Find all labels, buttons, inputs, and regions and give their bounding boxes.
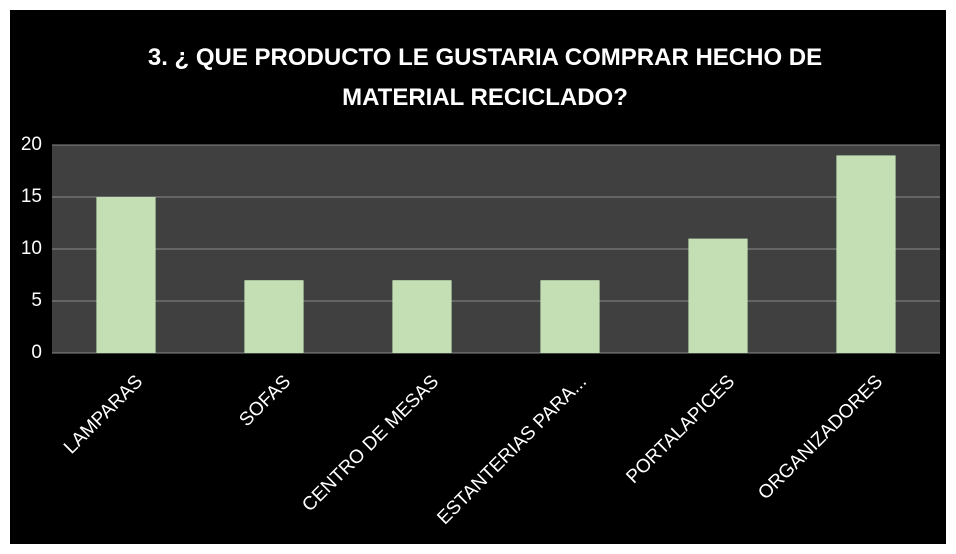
bar: [688, 238, 748, 353]
bar: [540, 280, 600, 353]
x-tick-label: CENTRO DE MESAS: [298, 371, 443, 516]
x-tick-label: ORGANIZADORES: [754, 371, 887, 504]
bar: [392, 280, 452, 353]
bar: [96, 197, 156, 353]
x-tick-label: PORTALAPICES: [622, 371, 739, 488]
y-tick-label: 10: [21, 238, 42, 259]
y-tick-label: 0: [31, 342, 42, 363]
chart-title: 3. ¿ QUE PRODUCTO LE GUSTARIA COMPRAR HE…: [147, 44, 823, 111]
bar: [836, 155, 896, 353]
x-tick-label: ESTANTERIAS PARA...: [433, 371, 591, 529]
x-tick-label: SOFAS: [235, 371, 295, 431]
y-tick-label: 5: [31, 290, 42, 311]
y-tick-label: 15: [21, 186, 42, 207]
y-tick-label: 20: [21, 134, 42, 155]
x-tick-label: LAMPARAS: [60, 371, 147, 458]
bar: [244, 280, 304, 353]
